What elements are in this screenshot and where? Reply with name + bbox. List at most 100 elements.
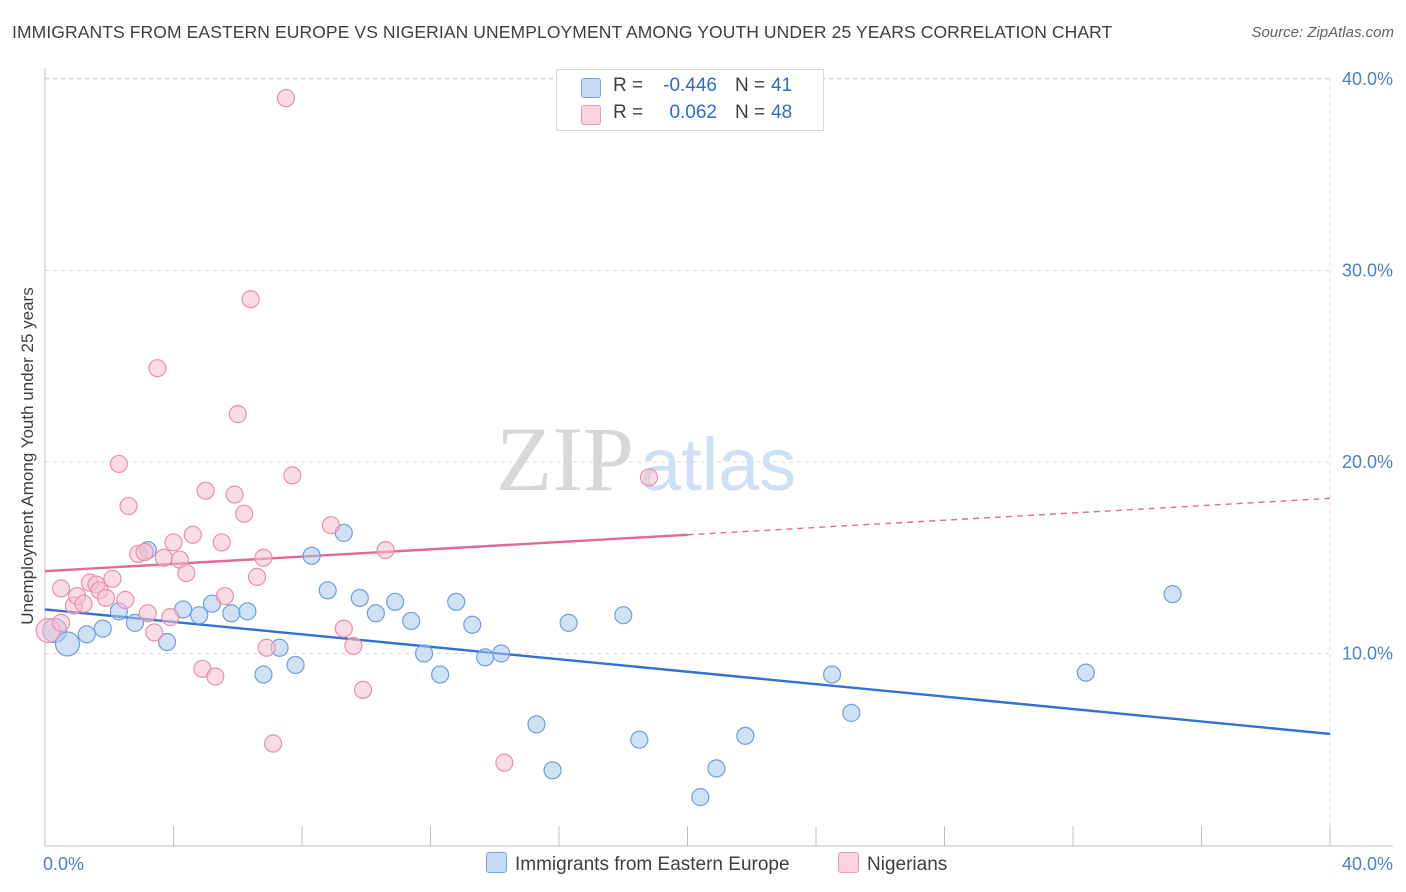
point-eastern-europe-26 — [463, 615, 482, 634]
point-eastern-europe-40 — [1163, 585, 1182, 604]
trend-line-nigerians-dashed — [687, 497, 1331, 536]
watermark-zip: ZIP — [496, 408, 634, 510]
point-nigerians-19 — [154, 548, 173, 567]
point-nigerians-17 — [145, 623, 164, 642]
point-nigerians-28 — [212, 533, 231, 552]
legend-swatch-blue — [581, 78, 601, 98]
point-nigerians-34 — [247, 567, 267, 587]
watermark-atlas: atlas — [640, 423, 796, 506]
point-eastern-europe-33 — [630, 730, 649, 749]
legend-r-label: R = — [613, 75, 644, 96]
legend-swatch-pink — [581, 105, 601, 125]
bottom-legend-eastern-europe: Immigrants from Eastern Europe — [486, 852, 790, 876]
point-eastern-europe-38 — [842, 703, 861, 722]
point-eastern-europe-13 — [254, 665, 273, 684]
point-nigerians-10 — [103, 569, 122, 588]
point-nigerians-1 — [51, 613, 71, 632]
point-eastern-europe-16 — [302, 546, 321, 565]
point-eastern-europe-17 — [318, 581, 337, 600]
point-eastern-europe-36 — [691, 788, 710, 807]
x-tick-label-max: 40.0% — [1342, 854, 1393, 874]
point-eastern-europe-12 — [238, 602, 257, 621]
point-nigerians-15 — [135, 542, 154, 562]
legend-n-value: 41 — [771, 75, 793, 96]
point-nigerians-39 — [283, 466, 302, 485]
legend-row-eastern-europe: R = -0.446 N = 41 — [557, 74, 823, 100]
point-eastern-europe-11 — [222, 604, 241, 623]
point-eastern-europe-22 — [402, 611, 421, 631]
correlation-legend: R = -0.446 N = 41 R = 0.062 N = 48 — [556, 69, 824, 131]
point-nigerians-16 — [138, 604, 157, 623]
trend-line-nigerians — [44, 533, 688, 573]
point-nigerians-45 — [495, 753, 514, 772]
point-nigerians-35 — [254, 548, 273, 567]
point-eastern-europe-35 — [736, 726, 755, 745]
chart-title: IMMIGRANTS FROM EASTERN EUROPE VS NIGERI… — [12, 22, 1113, 42]
point-eastern-europe-1 — [54, 631, 81, 657]
source-credit: Source: ZipAtlas.com — [1251, 24, 1394, 41]
point-eastern-europe-29 — [527, 715, 546, 734]
trend-lines — [44, 497, 1331, 736]
point-nigerians-41 — [334, 619, 353, 638]
bottom-legend-nigerians: Nigerians — [838, 852, 947, 876]
bottom-legend-label-nigerians: Nigerians — [867, 854, 948, 875]
point-nigerians-46 — [639, 468, 659, 487]
point-nigerians-29 — [215, 586, 234, 606]
legend-n-label: N = — [735, 102, 766, 123]
point-nigerians-40 — [321, 516, 341, 535]
point-nigerians-13 — [119, 496, 138, 516]
legend-r-value: -0.446 — [663, 75, 717, 96]
point-nigerians-20 — [161, 608, 180, 627]
point-eastern-europe-23 — [414, 644, 434, 663]
point-eastern-europe-30 — [543, 761, 562, 780]
point-nigerians-32 — [235, 504, 254, 523]
point-eastern-europe-15 — [286, 655, 305, 675]
y-tick-label-10: 10.0% — [1342, 644, 1393, 664]
point-eastern-europe-3 — [93, 619, 112, 638]
y-tick-label-30: 30.0% — [1342, 261, 1393, 281]
bottom-legend-swatch-pink — [838, 852, 859, 873]
point-nigerians-2 — [51, 579, 71, 598]
legend-row-nigerians: R = 0.062 N = 48 — [557, 101, 823, 127]
point-nigerians-27 — [206, 667, 225, 686]
point-nigerians-26 — [196, 481, 215, 500]
point-eastern-europe-7 — [157, 632, 177, 652]
point-nigerians-43 — [353, 680, 373, 699]
point-eastern-europe-28 — [492, 644, 511, 663]
point-nigerians-9 — [96, 588, 116, 608]
point-nigerians-21 — [164, 533, 183, 552]
point-eastern-europe-9 — [190, 606, 209, 625]
point-eastern-europe-27 — [476, 648, 495, 667]
point-nigerians-30 — [225, 485, 244, 504]
legend-n-label: N = — [735, 75, 766, 96]
point-eastern-europe-34 — [707, 759, 726, 778]
point-eastern-europe-2 — [77, 625, 96, 644]
y-tick-label-40: 40.0% — [1342, 69, 1393, 89]
point-nigerians-11 — [109, 454, 128, 474]
bottom-legend-swatch-blue — [486, 852, 507, 873]
x-tick-label-min: 0.0% — [43, 854, 84, 874]
point-nigerians-18 — [148, 359, 167, 378]
point-nigerians-38 — [276, 89, 296, 108]
axes — [44, 68, 1393, 847]
tick-labels: 10.0% 20.0% 30.0% 40.0% 0.0% 40.0% — [43, 69, 1393, 874]
point-nigerians-12 — [116, 590, 135, 609]
point-nigerians-24 — [183, 525, 202, 544]
point-eastern-europe-5 — [125, 613, 145, 632]
point-eastern-europe-21 — [386, 592, 405, 611]
point-eastern-europe-25 — [447, 592, 466, 611]
point-nigerians-31 — [228, 405, 247, 424]
point-eastern-europe-32 — [614, 606, 633, 625]
point-nigerians-42 — [344, 636, 363, 655]
legend-n-value: 48 — [771, 102, 793, 123]
point-nigerians-5 — [74, 594, 93, 613]
legend-r-value: 0.062 — [669, 102, 717, 123]
data-points — [35, 89, 1182, 807]
point-eastern-europe-37 — [822, 665, 842, 684]
y-axis-title: Unemployment Among Youth under 25 years — [18, 287, 37, 624]
point-nigerians-36 — [257, 638, 276, 657]
point-eastern-europe-19 — [350, 588, 369, 608]
point-eastern-europe-20 — [366, 604, 385, 623]
bottom-legend-label-eastern-europe: Immigrants from Eastern Europe — [515, 854, 790, 875]
